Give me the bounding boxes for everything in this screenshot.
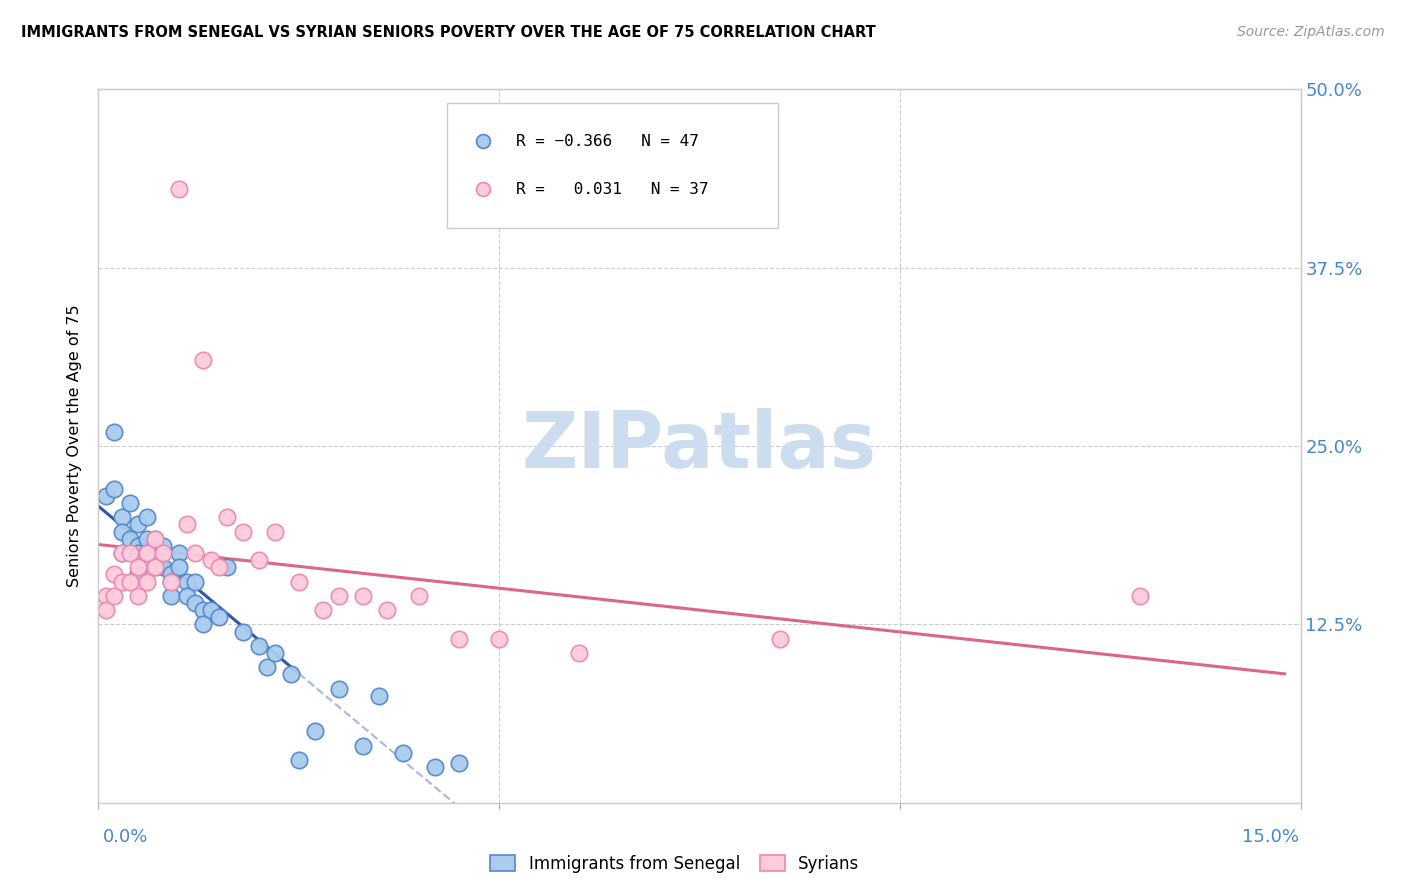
Point	[152, 546, 174, 560]
Point	[232, 524, 254, 539]
Point	[312, 603, 335, 617]
Text: 0.0%: 0.0%	[103, 828, 148, 846]
Y-axis label: Seniors Poverty Over the Age of 75: Seniors Poverty Over the Age of 75	[67, 305, 83, 587]
Point	[120, 496, 142, 510]
Point	[191, 353, 214, 368]
Point	[183, 574, 205, 589]
Point	[176, 589, 198, 603]
Point	[167, 546, 190, 560]
Point	[128, 560, 150, 574]
Point	[143, 560, 166, 574]
Point	[191, 617, 214, 632]
Point	[159, 589, 181, 603]
Point	[111, 546, 134, 560]
Point	[328, 681, 350, 696]
Point	[120, 546, 142, 560]
Point	[152, 539, 174, 553]
Point	[103, 482, 125, 496]
Point	[143, 546, 166, 560]
Point	[183, 596, 205, 610]
Point	[488, 632, 510, 646]
Point	[352, 739, 374, 753]
Point	[368, 689, 391, 703]
Point	[280, 667, 302, 681]
Point	[200, 603, 222, 617]
FancyBboxPatch shape	[447, 103, 778, 228]
Point	[256, 660, 278, 674]
Point	[352, 589, 374, 603]
Point	[96, 603, 118, 617]
Text: R = −0.366   N = 47: R = −0.366 N = 47	[516, 134, 699, 149]
Point	[111, 524, 134, 539]
Point	[135, 546, 157, 560]
Point	[408, 589, 430, 603]
Point	[111, 574, 134, 589]
Point	[568, 646, 591, 660]
Point	[128, 539, 150, 553]
Point	[1129, 589, 1152, 603]
Point	[159, 567, 181, 582]
Legend: Immigrants from Senegal, Syrians: Immigrants from Senegal, Syrians	[484, 848, 866, 880]
Point	[375, 603, 398, 617]
Point	[120, 574, 142, 589]
Point	[208, 560, 231, 574]
Point	[120, 532, 142, 546]
Point	[304, 724, 326, 739]
Point	[176, 574, 198, 589]
Point	[167, 560, 190, 574]
Point	[392, 746, 415, 760]
Point	[96, 589, 118, 603]
Point	[288, 574, 311, 589]
Point	[769, 632, 792, 646]
Point	[328, 589, 350, 603]
Point	[183, 546, 205, 560]
Point	[103, 589, 125, 603]
Point	[143, 560, 166, 574]
Point	[152, 560, 174, 574]
Point	[215, 510, 238, 524]
Point	[176, 517, 198, 532]
Point	[247, 639, 270, 653]
Point	[447, 756, 470, 770]
Point	[423, 760, 446, 774]
Text: ZIPatlas: ZIPatlas	[522, 408, 877, 484]
Point	[232, 624, 254, 639]
Point	[191, 603, 214, 617]
Point	[135, 574, 157, 589]
Point	[135, 532, 157, 546]
Point	[167, 182, 190, 196]
Text: IMMIGRANTS FROM SENEGAL VS SYRIAN SENIORS POVERTY OVER THE AGE OF 75 CORRELATION: IMMIGRANTS FROM SENEGAL VS SYRIAN SENIOR…	[21, 25, 876, 40]
Point	[143, 532, 166, 546]
Point	[96, 489, 118, 503]
Point	[247, 553, 270, 567]
Point	[159, 574, 181, 589]
Point	[447, 632, 470, 646]
Point	[208, 610, 231, 624]
Point	[128, 567, 150, 582]
Point	[128, 546, 150, 560]
Point	[111, 546, 134, 560]
Point	[111, 510, 134, 524]
Point	[159, 574, 181, 589]
Point	[128, 589, 150, 603]
Point	[263, 646, 285, 660]
Point	[200, 553, 222, 567]
Point	[103, 567, 125, 582]
Point	[263, 524, 285, 539]
Point	[103, 425, 125, 439]
Point	[128, 517, 150, 532]
Point	[143, 532, 166, 546]
Point	[135, 546, 157, 560]
Text: 15.0%: 15.0%	[1241, 828, 1299, 846]
Point	[215, 560, 238, 574]
Point	[135, 510, 157, 524]
Text: R =   0.031   N = 37: R = 0.031 N = 37	[516, 182, 709, 196]
Point	[288, 753, 311, 767]
Text: Source: ZipAtlas.com: Source: ZipAtlas.com	[1237, 25, 1385, 39]
